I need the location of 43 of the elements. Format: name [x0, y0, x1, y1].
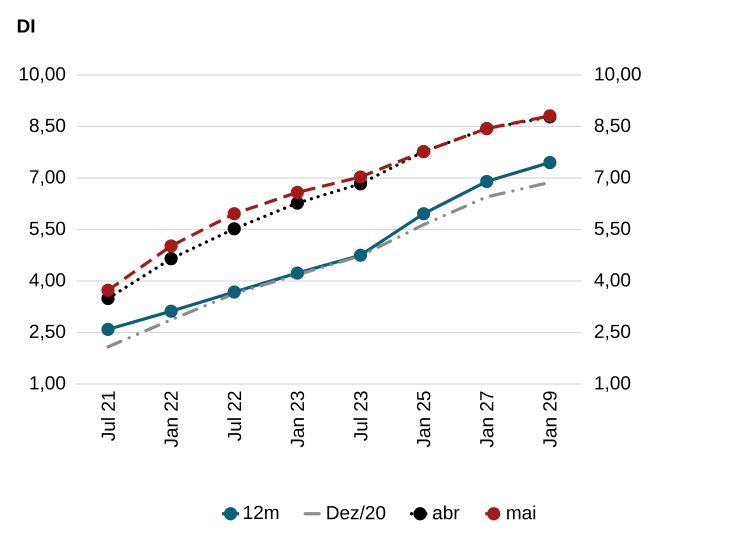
point	[101, 322, 115, 336]
x-tick-label: Jul 22	[227, 392, 242, 441]
y2-tick-label: 4,00	[594, 273, 630, 289]
legend-label: Dez/20	[327, 505, 386, 520]
y2-tick-label: 1,00	[595, 376, 630, 392]
x-tick-label: Jan 29	[543, 391, 557, 448]
point	[417, 207, 430, 220]
x-tick-label: Jan 23	[290, 391, 304, 448]
x-tick-label: Jul 21	[101, 391, 115, 441]
point	[164, 304, 178, 318]
y2-tick-label: 2,50	[594, 324, 630, 340]
point	[480, 174, 494, 188]
x-tick-label: Jul 23	[354, 391, 368, 441]
point	[354, 248, 368, 262]
point	[228, 222, 241, 236]
y-tick-label: 4,00	[29, 273, 66, 289]
y2-tick-label: 7,00	[594, 170, 630, 186]
point	[543, 156, 556, 170]
y-tick-label: 1,00	[30, 376, 66, 392]
point	[228, 207, 241, 220]
legend-label: mai	[507, 505, 536, 520]
y-tick-label: 8,50	[30, 118, 66, 134]
y-tick-label: 10,00	[20, 67, 66, 83]
point	[354, 170, 368, 184]
x-tick-label: Jan 27	[480, 392, 494, 448]
point	[228, 285, 241, 299]
legend-label: abr	[433, 505, 460, 520]
y2-tick-label: 8,50	[594, 118, 630, 134]
x-tick-label: Jan 22	[164, 392, 178, 448]
legend-label: 12m	[244, 506, 278, 519]
chart-title: DI	[18, 19, 34, 33]
y-tick-label: 2,50	[30, 324, 66, 340]
point	[290, 186, 304, 200]
point	[290, 196, 304, 210]
y-tick-label: 5,50	[30, 222, 66, 238]
y2-tick-label: 10,00	[595, 67, 641, 83]
y-tick-label: 7,00	[30, 170, 66, 186]
point	[164, 239, 178, 253]
point	[164, 252, 178, 266]
y2-tick-label: 5,50	[594, 222, 630, 238]
x-tick-label: Jan 25	[416, 391, 430, 448]
point	[101, 284, 115, 297]
point	[290, 266, 304, 280]
